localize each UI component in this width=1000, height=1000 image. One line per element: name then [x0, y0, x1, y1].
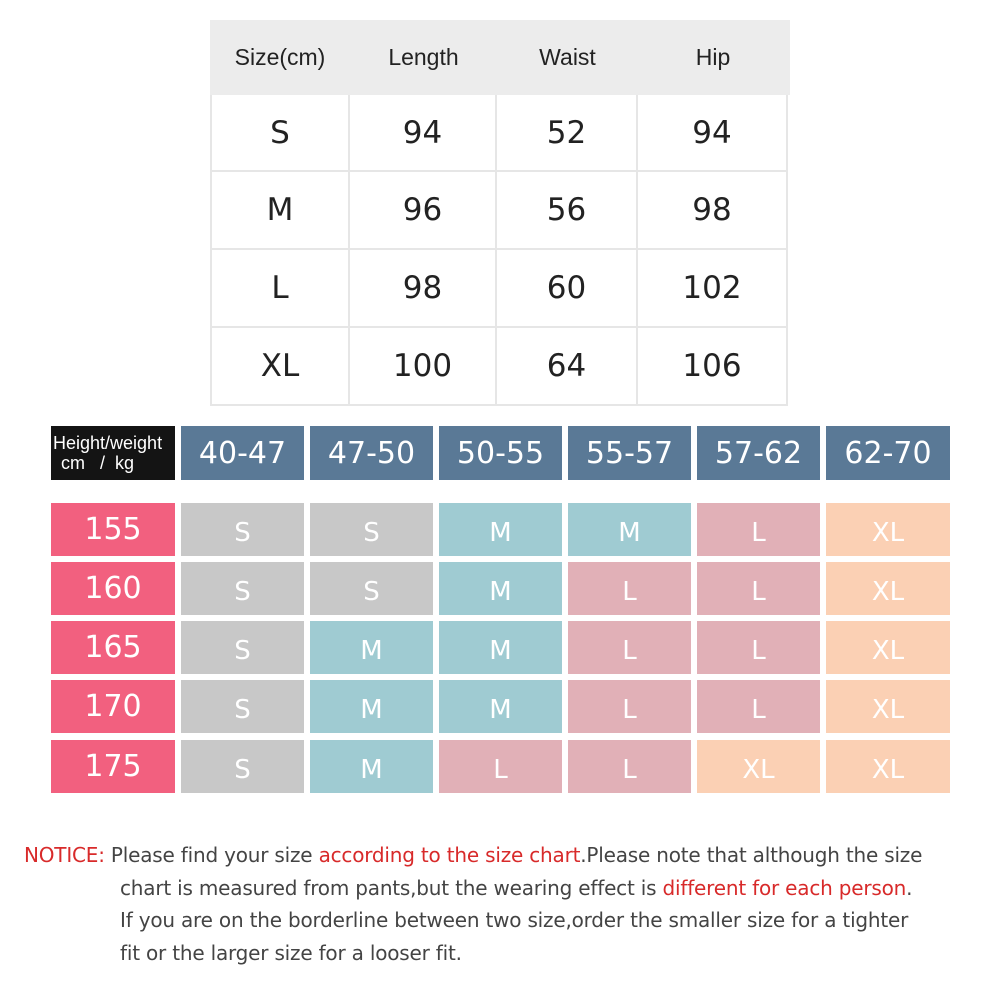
- measurement-cell: 52: [497, 95, 638, 172]
- weight-header: 55-57: [568, 426, 691, 480]
- size-cell: L: [568, 680, 691, 733]
- column-header: Length: [350, 20, 497, 95]
- size-cell: L: [568, 621, 691, 674]
- size-cell: L: [697, 562, 820, 615]
- size-cell: S: [181, 503, 304, 556]
- notice-text: .Please note that although the size: [580, 843, 923, 867]
- size-cell: XL: [826, 680, 950, 733]
- size-cell: XL: [826, 562, 950, 615]
- size-cell: XL: [826, 740, 950, 793]
- size-cell: M: [310, 680, 433, 733]
- measurement-cell: 100: [350, 328, 497, 406]
- notice-highlight: according to the size chart: [318, 843, 581, 867]
- size-cell: M: [439, 562, 562, 615]
- measurement-cell: 56: [497, 172, 638, 250]
- column-header: Size(cm): [210, 20, 350, 95]
- size-cell: L: [697, 503, 820, 556]
- weight-header: 40-47: [181, 426, 304, 480]
- size-cell: S: [181, 562, 304, 615]
- weight-header: 57-62: [697, 426, 820, 480]
- size-cell: L: [568, 740, 691, 793]
- notice-line-2: chart is measured from pants,but the wea…: [120, 876, 913, 900]
- height-label: 155: [51, 503, 175, 556]
- weight-header: 62-70: [826, 426, 950, 480]
- measurement-cell: 94: [350, 95, 497, 172]
- size-cell: XL: [697, 740, 820, 793]
- measurement-cell: 98: [638, 172, 788, 250]
- column-header: Hip: [638, 20, 788, 95]
- size-cell: S: [181, 740, 304, 793]
- measurement-cell: 106: [638, 328, 788, 406]
- measurement-cell: 96: [350, 172, 497, 250]
- size-cell: M: [310, 740, 433, 793]
- height-label: 160: [51, 562, 175, 615]
- notice-text: .: [906, 876, 913, 900]
- size-cell: S: [310, 562, 433, 615]
- measurement-cell: 60: [497, 250, 638, 328]
- size-label: S: [210, 95, 350, 172]
- weight-header: 50-55: [439, 426, 562, 480]
- size-cell: M: [568, 503, 691, 556]
- measurement-cell: 64: [497, 328, 638, 406]
- corner-unit: cm / kg: [61, 453, 135, 473]
- size-label: XL: [210, 328, 350, 406]
- size-cell: S: [181, 621, 304, 674]
- size-cell: L: [697, 680, 820, 733]
- size-cell: S: [181, 680, 304, 733]
- size-cell: M: [439, 621, 562, 674]
- height-label: 175: [51, 740, 175, 793]
- size-cell: M: [439, 680, 562, 733]
- height-weight-corner: Height/weight cm / kg: [51, 426, 175, 480]
- size-cell: S: [310, 503, 433, 556]
- size-cell: XL: [826, 621, 950, 674]
- size-label: M: [210, 172, 350, 250]
- size-label: L: [210, 250, 350, 328]
- weight-header: 47-50: [310, 426, 433, 480]
- measurement-cell: 98: [350, 250, 497, 328]
- notice-line-1: NOTICE: Please find your size according …: [24, 843, 922, 867]
- size-cell: L: [439, 740, 562, 793]
- measurement-cell: 102: [638, 250, 788, 328]
- notice-highlight: different for each person: [662, 876, 907, 900]
- measurement-cell: 94: [638, 95, 788, 172]
- notice-line-3: If you are on the borderline between two…: [120, 908, 909, 932]
- corner-label: Height/weight: [53, 433, 163, 453]
- height-label: 170: [51, 680, 175, 733]
- notice-text: chart is measured from pants,but the wea…: [120, 876, 663, 900]
- notice-text: Please find your size: [104, 843, 319, 867]
- notice-label: NOTICE:: [24, 843, 105, 867]
- size-cell: XL: [826, 503, 950, 556]
- column-header: Waist: [497, 20, 638, 95]
- height-label: 165: [51, 621, 175, 674]
- size-cell: M: [310, 621, 433, 674]
- size-cell: L: [697, 621, 820, 674]
- size-cell: M: [439, 503, 562, 556]
- notice-line-4: fit or the larger size for a looser fit.: [120, 941, 462, 965]
- size-cell: L: [568, 562, 691, 615]
